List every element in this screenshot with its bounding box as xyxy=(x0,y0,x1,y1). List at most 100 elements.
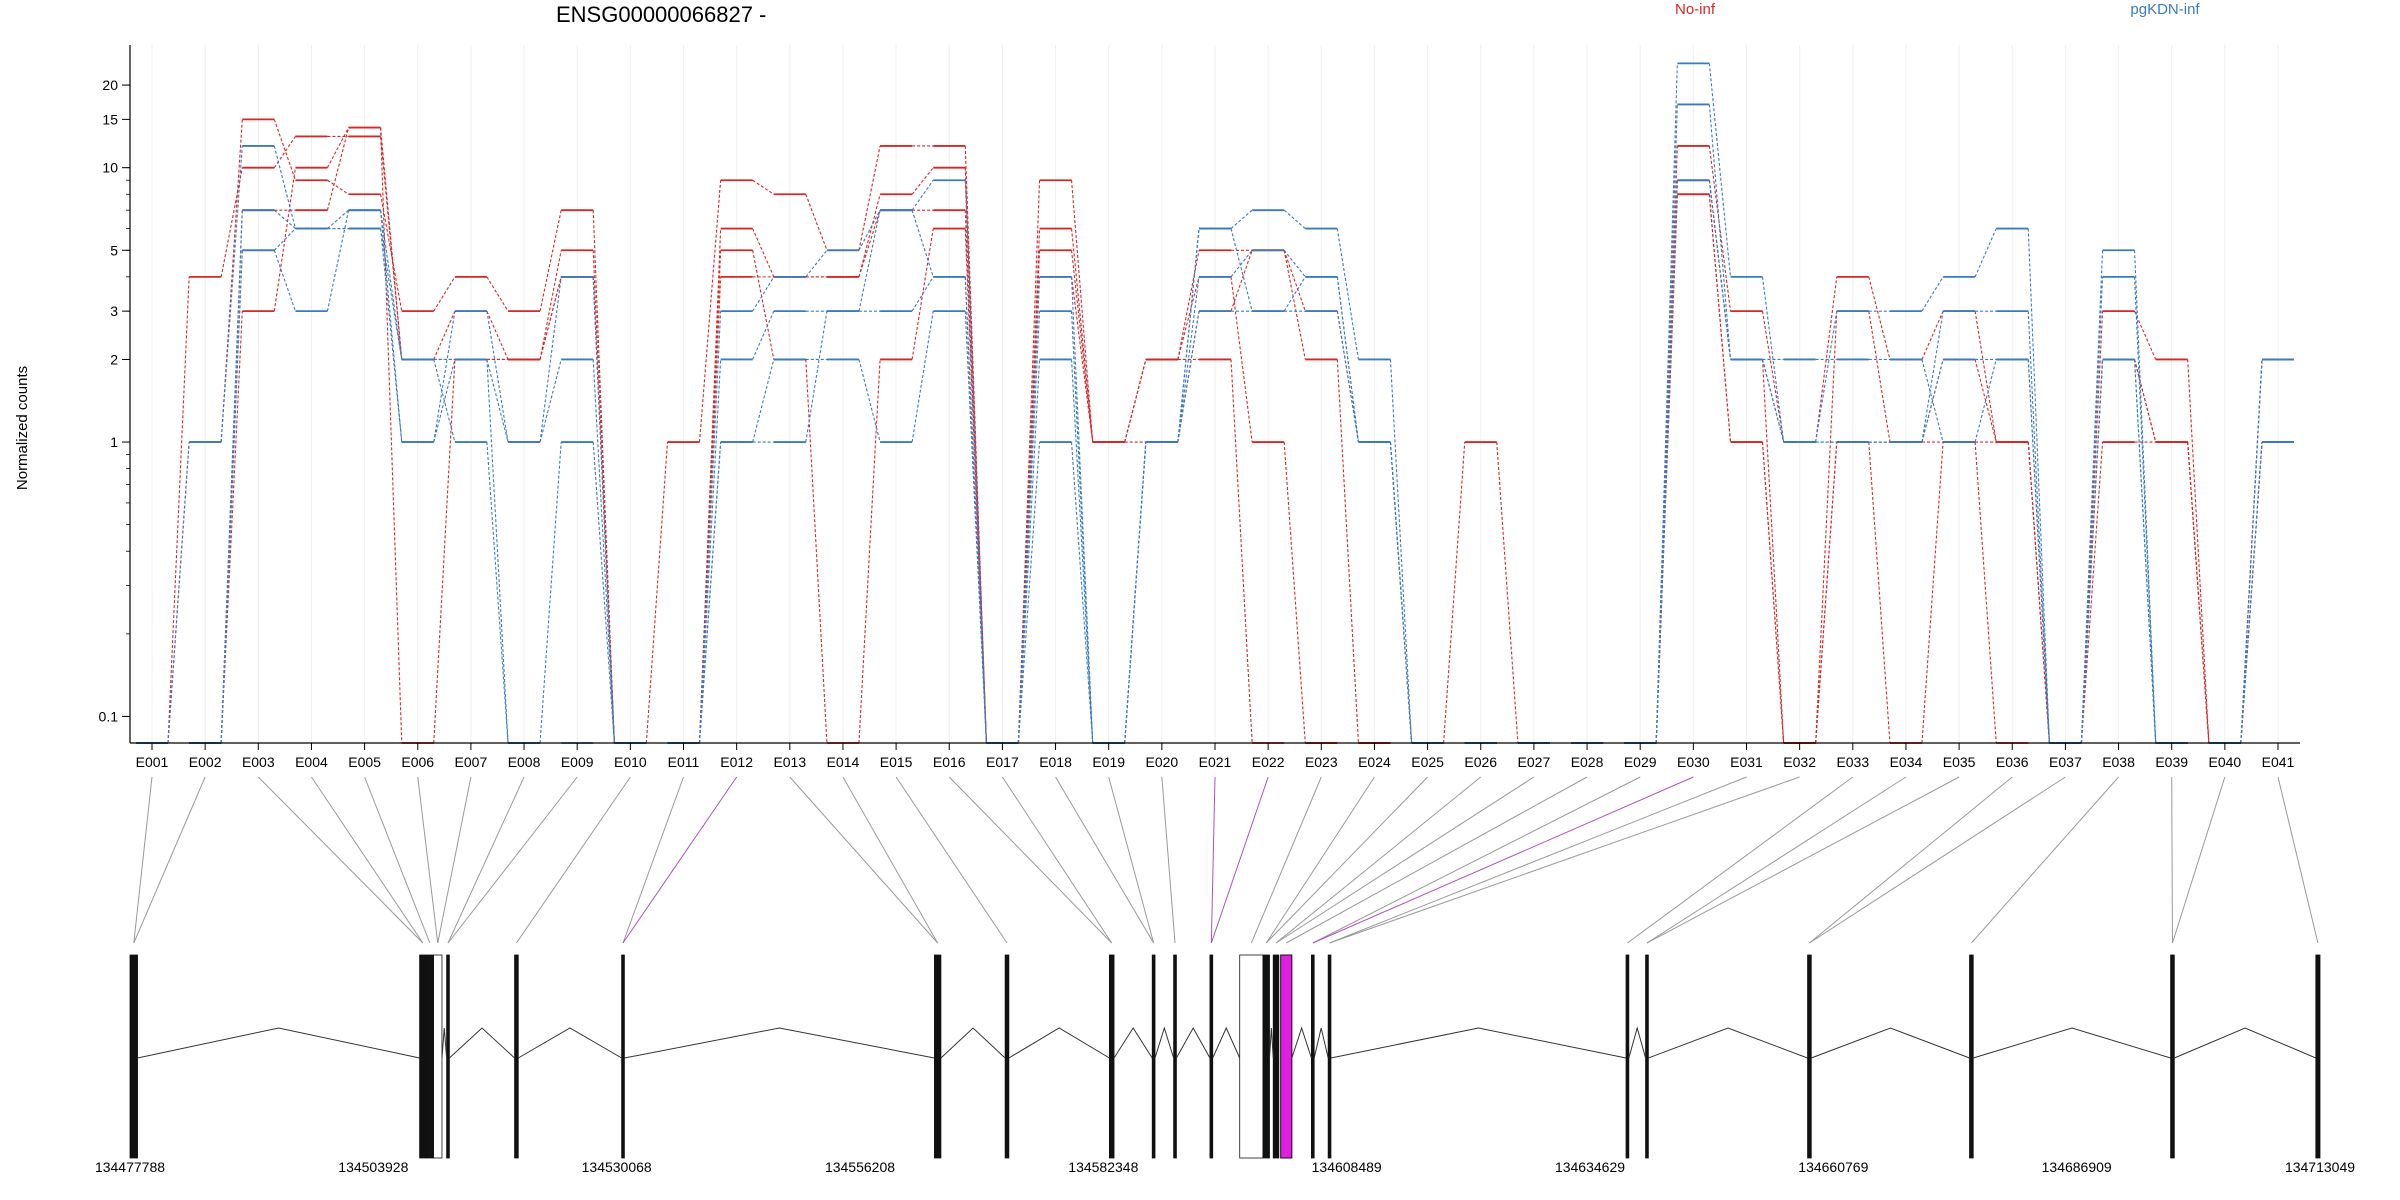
x-tick-label: E019 xyxy=(1092,754,1125,770)
exon xyxy=(1173,954,1177,1159)
series-link xyxy=(433,276,456,312)
exon-connector xyxy=(1329,776,1747,944)
axes: 0.1 1 2 3 5 10 15 20 E001 E002 E003 E004 E005 E006 E00… xyxy=(99,45,2300,770)
series-link xyxy=(592,359,615,744)
series-link xyxy=(1017,311,1041,744)
series-link xyxy=(1921,311,1944,443)
series-link xyxy=(752,359,775,443)
series-link xyxy=(486,359,509,443)
series-link xyxy=(964,180,987,744)
exon-connector xyxy=(1971,776,2119,944)
y-tick-label: 10 xyxy=(102,160,118,176)
genomic-position-label: 134477788 xyxy=(95,1159,165,1175)
series-link xyxy=(380,127,403,744)
exon xyxy=(1004,954,1010,1159)
series-link xyxy=(1017,442,1041,744)
exon xyxy=(1151,954,1156,1159)
x-tick-label: E031 xyxy=(1730,754,1763,770)
intron-line xyxy=(1269,1027,1274,1059)
series-link xyxy=(1071,276,1094,443)
exon-connector xyxy=(417,776,439,944)
exon-connectors xyxy=(133,776,2319,944)
grid-lines xyxy=(151,45,2279,743)
series-link xyxy=(1921,310,1944,360)
x-tick-label: E040 xyxy=(2208,754,2241,770)
exon-connector xyxy=(1108,776,1155,944)
x-tick-label: E027 xyxy=(1518,754,1551,770)
exon xyxy=(1645,954,1649,1159)
x-tick-label: E014 xyxy=(827,754,860,770)
series-link xyxy=(1815,276,1838,443)
series-link xyxy=(1017,276,1041,744)
series-link xyxy=(1283,442,1306,744)
series-link xyxy=(1283,276,1306,312)
series-link xyxy=(1974,442,1997,744)
series-link xyxy=(220,210,243,744)
series-link xyxy=(2187,442,2210,744)
series-link xyxy=(2080,359,2104,744)
x-tick-label: E006 xyxy=(401,754,434,770)
intron-line xyxy=(940,1027,1006,1059)
series-link xyxy=(1017,359,1041,744)
intron-line xyxy=(1648,1027,1808,1059)
series-link xyxy=(1177,311,1200,443)
x-tick-label: E033 xyxy=(1836,754,1869,770)
series-link xyxy=(273,228,296,251)
series-link xyxy=(752,228,775,278)
series-link xyxy=(1230,276,1253,443)
x-tick-label: E038 xyxy=(2102,754,2135,770)
series-link xyxy=(1761,311,1785,443)
series-link xyxy=(1071,442,1094,744)
exon-connector xyxy=(1265,776,1375,944)
intron-line xyxy=(1313,1027,1329,1059)
series-link xyxy=(1868,442,1891,744)
series-link xyxy=(1868,311,1891,443)
x-tick-label: E041 xyxy=(2262,754,2295,770)
genomic-position-label: 134582348 xyxy=(1068,1159,1138,1175)
series-link xyxy=(805,194,828,251)
series-link xyxy=(539,250,562,360)
exon-connector xyxy=(1646,776,1907,944)
exon-connector xyxy=(447,776,525,944)
series-link xyxy=(2240,442,2263,744)
exon-connector xyxy=(1312,776,1641,944)
series-link xyxy=(2080,311,2104,744)
exon-connector xyxy=(1627,776,1854,944)
genomic-position-label: 134686909 xyxy=(2042,1159,2112,1175)
series-link xyxy=(1230,228,1253,312)
x-tick-label: E010 xyxy=(614,754,647,770)
series-link xyxy=(380,228,403,360)
series-link xyxy=(273,250,296,312)
series-link xyxy=(1815,442,1838,744)
exon xyxy=(621,954,625,1159)
y-tick-label: 0.1 xyxy=(99,708,119,724)
x-tick-label: E005 xyxy=(348,754,381,770)
exon-connector xyxy=(1275,776,1482,944)
gene-model: 134477788 134503928 134530068 134556208 1345… xyxy=(95,954,2355,1175)
series-link xyxy=(1017,250,1041,744)
legend-no-inf: No-inf xyxy=(1675,1,1716,18)
x-tick-label: E020 xyxy=(1145,754,1178,770)
series-link xyxy=(273,119,296,181)
x-tick-label: E016 xyxy=(933,754,966,770)
series-link xyxy=(1815,311,1838,744)
series-link xyxy=(167,442,190,744)
exon xyxy=(1625,954,1630,1159)
series-link xyxy=(964,311,987,744)
exon-connector xyxy=(1275,776,1535,944)
genomic-position-label: 134608489 xyxy=(1312,1159,1382,1175)
exon-connector xyxy=(2171,776,2226,944)
exon xyxy=(1327,954,1332,1159)
series-link xyxy=(2187,359,2210,744)
series-link xyxy=(698,311,722,744)
series-link xyxy=(539,276,562,360)
series-link xyxy=(1071,180,1094,443)
series-link xyxy=(1708,63,1732,277)
series-link xyxy=(1655,145,1678,744)
intron-line xyxy=(1008,1027,1110,1059)
x-tick-label: E011 xyxy=(668,754,700,770)
genomic-position-label: 134713049 xyxy=(2285,1159,2355,1175)
exon xyxy=(425,954,434,1159)
series-link xyxy=(1336,276,1359,443)
series-link xyxy=(486,442,509,744)
